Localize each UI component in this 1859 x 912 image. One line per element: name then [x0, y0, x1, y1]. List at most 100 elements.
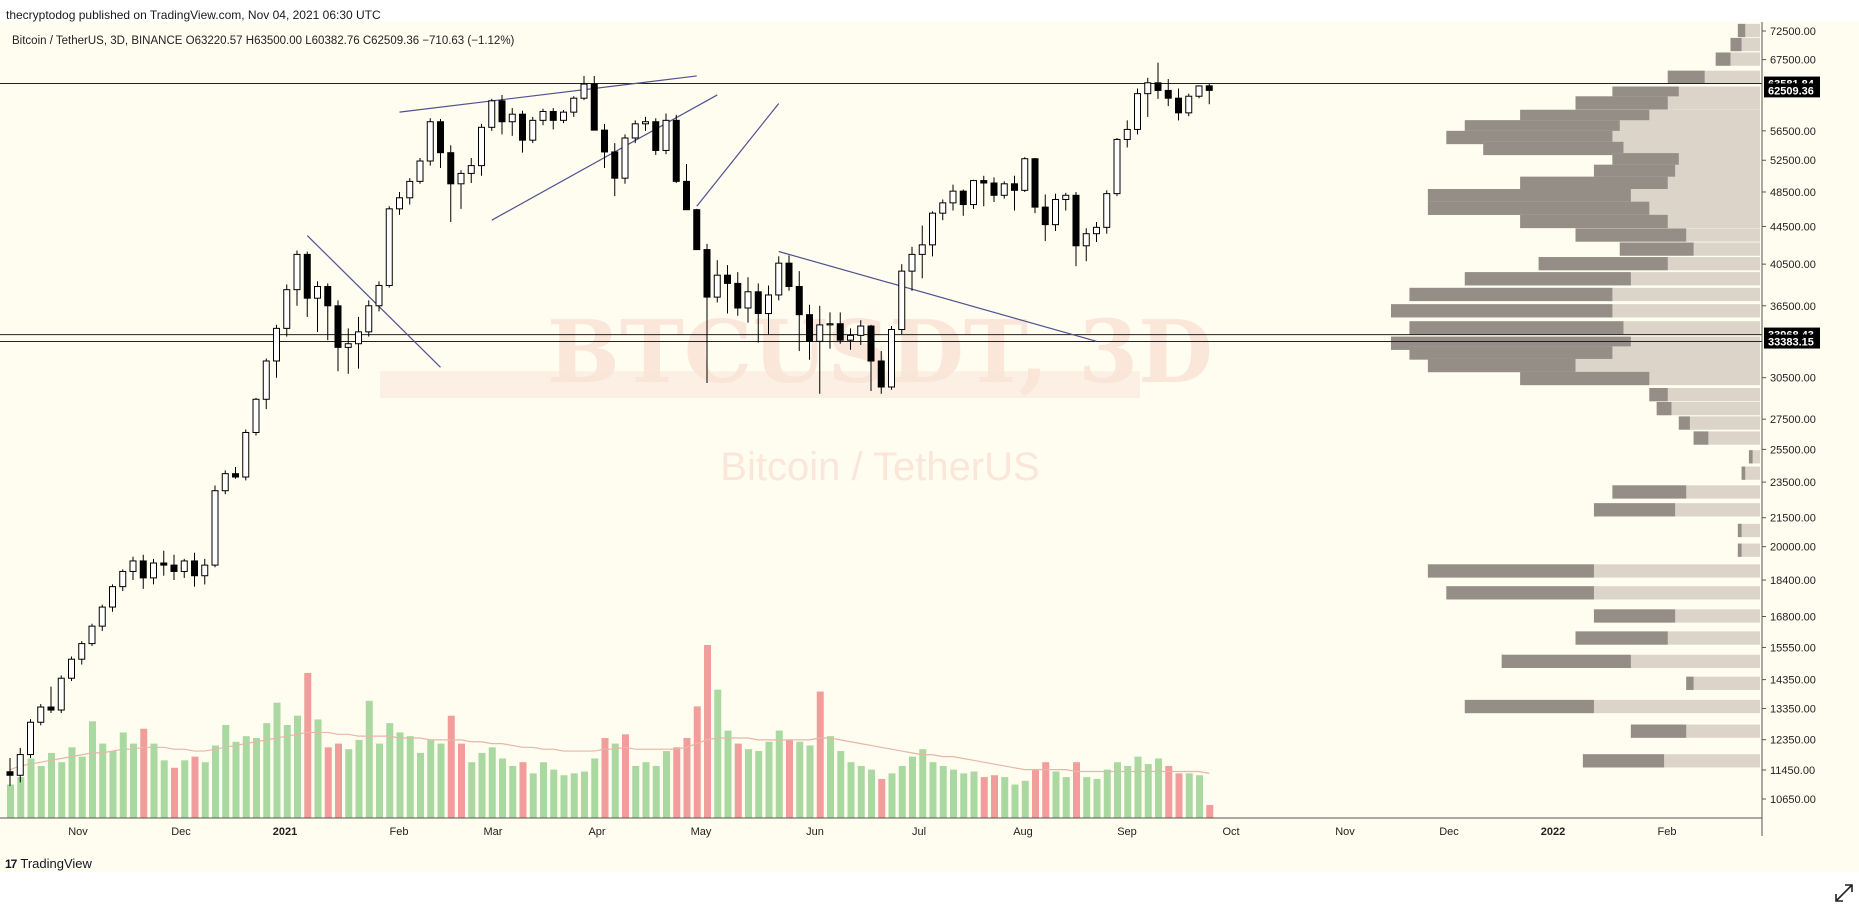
candle[interactable]: [908, 253, 916, 272]
trendline[interactable]: [306, 235, 441, 368]
candle[interactable]: [57, 677, 65, 711]
candle[interactable]: [1185, 95, 1193, 114]
candle[interactable]: [970, 180, 977, 206]
candle[interactable]: [1041, 206, 1049, 226]
candle[interactable]: [549, 110, 557, 121]
candle[interactable]: [1195, 85, 1203, 97]
candle[interactable]: [1011, 183, 1018, 191]
candle[interactable]: [1021, 158, 1029, 191]
candle[interactable]: [1134, 93, 1141, 130]
candle[interactable]: [662, 119, 670, 151]
candle[interactable]: [109, 586, 116, 608]
candle[interactable]: [795, 286, 803, 316]
candle[interactable]: [334, 305, 342, 348]
candle[interactable]: [37, 706, 45, 723]
candle[interactable]: [898, 270, 906, 331]
candle[interactable]: [488, 100, 496, 128]
candle[interactable]: [201, 564, 209, 577]
candle[interactable]: [867, 325, 875, 362]
candle[interactable]: [283, 289, 291, 329]
candle[interactable]: [1103, 193, 1111, 228]
candle[interactable]: [1175, 97, 1182, 114]
trendline[interactable]: [399, 75, 697, 113]
candle[interactable]: [1052, 198, 1059, 226]
candle[interactable]: [929, 212, 936, 246]
candle[interactable]: [621, 137, 629, 179]
candle[interactable]: [672, 119, 680, 182]
candle[interactable]: [939, 202, 947, 214]
candle[interactable]: [119, 570, 127, 588]
candle[interactable]: [68, 658, 75, 679]
candle[interactable]: [191, 560, 198, 577]
candle[interactable]: [775, 262, 783, 296]
candle[interactable]: [590, 83, 598, 131]
candle[interactable]: [467, 165, 475, 174]
candle[interactable]: [1164, 89, 1172, 99]
candle[interactable]: [949, 190, 957, 204]
candle[interactable]: [877, 360, 885, 388]
candle[interactable]: [170, 564, 178, 572]
candle[interactable]: [1144, 82, 1152, 95]
candle[interactable]: [47, 706, 55, 711]
candle[interactable]: [16, 754, 24, 776]
candle[interactable]: [160, 562, 168, 566]
candle[interactable]: [683, 180, 690, 211]
candle[interactable]: [324, 286, 332, 307]
candle[interactable]: [437, 121, 444, 154]
candle[interactable]: [139, 560, 147, 579]
candle[interactable]: [150, 562, 157, 579]
candle[interactable]: [355, 331, 362, 345]
candle[interactable]: [1154, 82, 1162, 91]
candle[interactable]: [180, 560, 188, 572]
candle[interactable]: [980, 180, 988, 184]
candle[interactable]: [447, 152, 455, 185]
candle[interactable]: [806, 314, 813, 342]
chart-area[interactable]: BTCUSDT, 3D Bitcoin / TetherUS 72500.00 675…: [0, 22, 1859, 872]
trendline[interactable]: [778, 250, 1097, 342]
candle[interactable]: [959, 190, 967, 206]
candle[interactable]: [252, 398, 260, 433]
expand-icon[interactable]: [1833, 882, 1855, 904]
candle[interactable]: [406, 180, 414, 199]
candle[interactable]: [1000, 183, 1008, 196]
candle[interactable]: [847, 334, 854, 341]
candle[interactable]: [642, 121, 649, 125]
candle[interactable]: [98, 606, 106, 627]
candle[interactable]: [519, 113, 526, 141]
candle[interactable]: [570, 97, 578, 113]
candle[interactable]: [693, 209, 701, 251]
candle[interactable]: [211, 490, 219, 566]
candle[interactable]: [365, 305, 373, 333]
candle[interactable]: [273, 327, 280, 362]
candle[interactable]: [724, 274, 731, 284]
candle[interactable]: [744, 291, 752, 309]
candle[interactable]: [1031, 158, 1039, 208]
candle[interactable]: [1072, 194, 1080, 247]
candle[interactable]: [529, 119, 537, 141]
candle[interactable]: [836, 323, 844, 341]
candle[interactable]: [27, 721, 34, 756]
candle[interactable]: [262, 360, 270, 400]
candle[interactable]: [601, 129, 608, 153]
candle[interactable]: [703, 249, 711, 298]
candle[interactable]: [314, 286, 321, 299]
candle[interactable]: [1082, 233, 1090, 247]
candle[interactable]: [765, 294, 772, 315]
candle[interactable]: [221, 473, 229, 492]
candle[interactable]: [344, 343, 352, 348]
candle[interactable]: [826, 323, 834, 326]
candle[interactable]: [1062, 194, 1070, 200]
candle[interactable]: [416, 160, 424, 182]
candle[interactable]: [713, 274, 721, 298]
candle[interactable]: [498, 100, 506, 123]
candle[interactable]: [88, 625, 96, 645]
candle[interactable]: [580, 83, 588, 99]
candle[interactable]: [918, 244, 926, 255]
candle[interactable]: [1205, 85, 1213, 91]
candle[interactable]: [385, 208, 393, 286]
candle[interactable]: [478, 126, 485, 167]
candle[interactable]: [242, 431, 250, 478]
candle[interactable]: [232, 473, 239, 478]
candle[interactable]: [631, 123, 639, 139]
candle[interactable]: [785, 262, 793, 288]
